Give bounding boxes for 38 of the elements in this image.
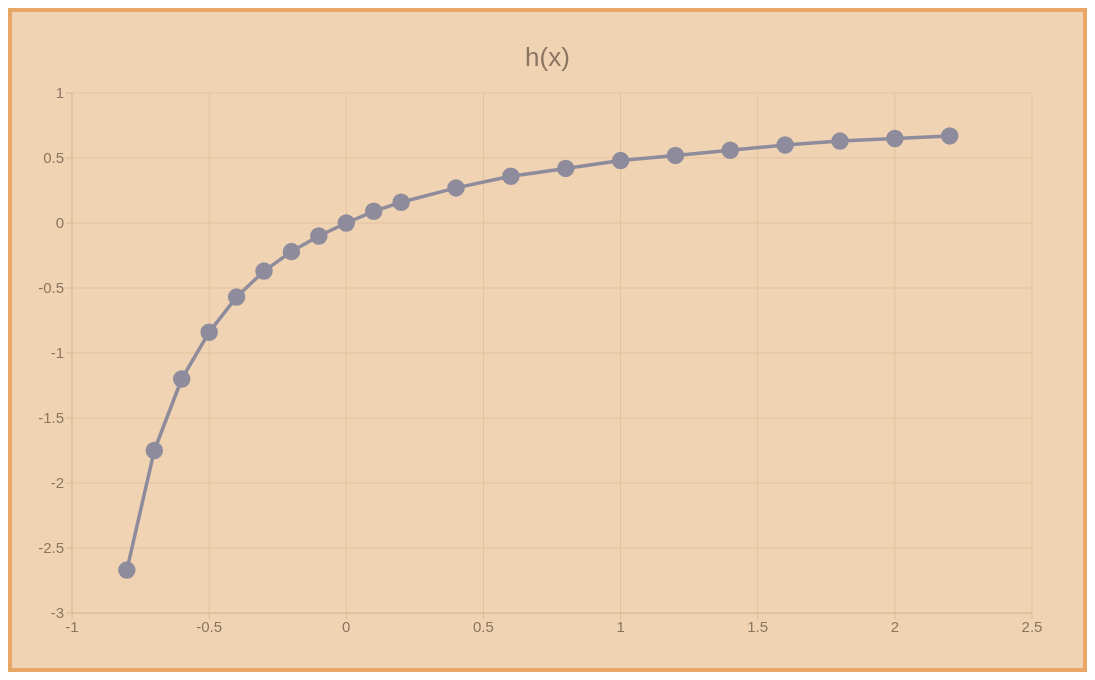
point — [227, 288, 246, 306]
y-tick-label: 1 — [55, 84, 64, 102]
point — [611, 151, 630, 170]
point — [172, 370, 191, 388]
x-tick-label: 0.5 — [473, 617, 494, 635]
point — [776, 136, 794, 154]
point — [556, 159, 575, 178]
point — [255, 262, 273, 280]
x-tick-label: 1.5 — [747, 617, 769, 635]
point — [831, 132, 849, 150]
y-tick-label: -2 — [50, 474, 64, 492]
point — [200, 323, 218, 341]
point — [392, 193, 410, 211]
x-tick-label: 2.5 — [1021, 617, 1043, 635]
point — [886, 129, 904, 148]
y-tick-label: 0.5 — [43, 149, 64, 167]
point — [364, 202, 383, 221]
y-tick-label: -1.5 — [38, 409, 64, 427]
point — [666, 146, 685, 165]
x-tick-label: 1 — [616, 617, 625, 635]
point — [721, 141, 740, 159]
y-tick-label: -2.5 — [38, 539, 64, 557]
point — [118, 561, 136, 579]
point — [310, 227, 328, 245]
point — [447, 179, 465, 197]
point — [145, 441, 164, 460]
point — [282, 242, 301, 261]
y-tick-label: 0 — [55, 214, 64, 232]
x-tick-label: 0 — [342, 617, 351, 635]
x-tick-label: 2 — [890, 617, 900, 635]
x-tick-label: -0.5 — [196, 617, 223, 635]
y-tick-label: -0.5 — [38, 279, 64, 297]
y-tick-label: -1 — [50, 344, 64, 362]
y-tick-label: -3 — [50, 604, 64, 622]
point — [337, 214, 356, 232]
chart-title: h(x) — [524, 41, 571, 73]
point — [940, 127, 959, 145]
point — [502, 167, 520, 185]
